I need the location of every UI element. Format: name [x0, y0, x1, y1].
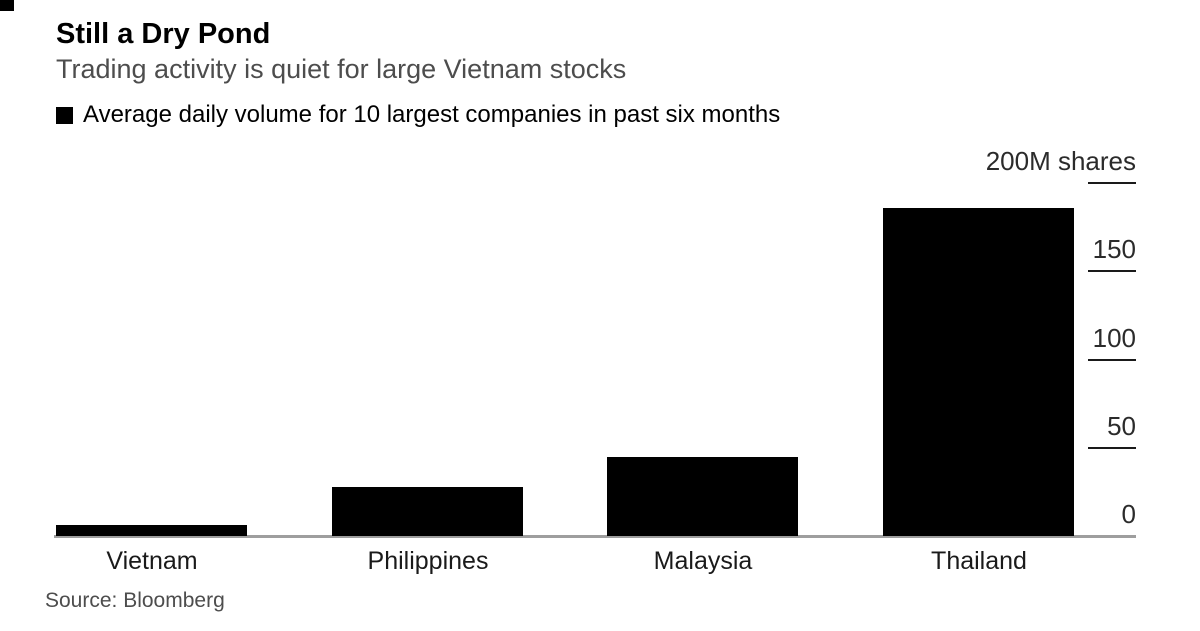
bar-malaysia [607, 457, 798, 536]
y-tick-dash-50 [1088, 447, 1136, 449]
legend-swatch-icon [56, 106, 73, 124]
y-tick-dash-200 [1088, 182, 1136, 184]
category-label-philippines: Philippines [367, 547, 489, 575]
legend-label: Average daily volume for 10 largest comp… [83, 101, 781, 128]
y-tick-dash-150 [1088, 270, 1136, 272]
x-axis-baseline [54, 535, 1136, 538]
bar-thailand [883, 208, 1074, 536]
source-attribution: Source: Bloomberg [45, 589, 225, 612]
chart-subtitle: Trading activity is quiet for large Viet… [56, 54, 627, 84]
bar-vietnam [56, 525, 247, 536]
y-tick-label-0: 0 [1121, 499, 1136, 529]
bar-philippines [332, 487, 523, 536]
chart-title: Still a Dry Pond [56, 18, 271, 50]
y-tick-label-200: 200M shares [985, 146, 1136, 176]
legend: Average daily volume for 10 largest comp… [56, 103, 780, 127]
y-tick-label-150: 150 [1092, 234, 1136, 264]
bloomberg-corner-mark [0, 0, 14, 11]
category-label-thailand: Thailand [931, 547, 1027, 575]
category-label-vietnam: Vietnam [106, 547, 198, 575]
category-label-malaysia: Malaysia [653, 547, 753, 575]
y-tick-label-50: 50 [1107, 411, 1136, 441]
y-tick-dash-100 [1088, 359, 1136, 361]
y-tick-label-100: 100 [1092, 323, 1136, 353]
